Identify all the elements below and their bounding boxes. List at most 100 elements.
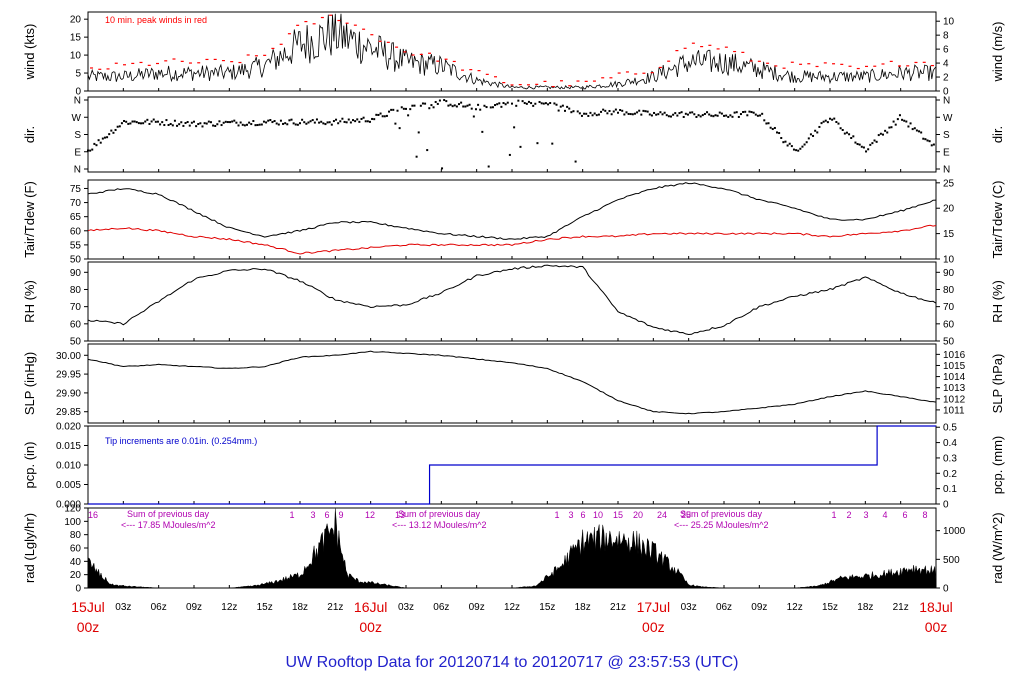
- direction-point: [322, 122, 325, 125]
- direction-point: [680, 111, 683, 114]
- direction-point: [805, 141, 808, 144]
- direction-point: [602, 108, 605, 111]
- direction-point: [443, 99, 446, 102]
- direction-point: [608, 109, 611, 112]
- direction-point: [89, 149, 92, 152]
- rh-ytick-label-right: 60: [943, 319, 955, 330]
- direction-point: [343, 120, 346, 123]
- direction-point: [381, 115, 384, 118]
- direction-point: [786, 144, 789, 147]
- rad-hour-label: 16: [88, 510, 98, 520]
- direction-point: [445, 100, 448, 103]
- rad-sum-value: <--- 17.85 MJoules/m^2: [121, 520, 216, 530]
- wind-ytick-label-right: 2: [943, 73, 949, 84]
- direction-point: [896, 118, 899, 121]
- direction-point: [699, 115, 702, 118]
- direction-point: [390, 108, 393, 111]
- direction-point: [655, 113, 658, 116]
- rad-hour-label: 4: [882, 510, 887, 520]
- direction-point: [434, 100, 437, 103]
- direction-point: [112, 131, 115, 134]
- direction-point: [415, 155, 418, 158]
- rad-ytick-label-left: 60: [70, 544, 82, 555]
- slp-ytick-label-right: 1015: [943, 361, 966, 372]
- direction-point: [258, 123, 261, 126]
- direction-point: [125, 120, 128, 123]
- direction-point: [841, 128, 844, 131]
- direction-point: [402, 107, 405, 110]
- direction-point: [604, 109, 607, 112]
- direction-point: [152, 118, 155, 121]
- temp-ytick-label-right: 25: [943, 178, 955, 189]
- rh-ylabel-left: RH (%): [22, 280, 37, 323]
- slp-ytick-label-left: 29.95: [56, 370, 81, 381]
- direction-point: [854, 141, 857, 144]
- slp-ytick-label-right: 1013: [943, 383, 966, 394]
- direction-point: [366, 120, 369, 123]
- rh-ytick-label-left: 70: [70, 302, 82, 313]
- direction-point: [593, 112, 596, 115]
- rad-hour-label: 13: [395, 510, 405, 520]
- direction-point: [93, 142, 96, 145]
- temp-ytick-label-left: 70: [70, 198, 82, 209]
- direction-point: [396, 109, 399, 112]
- direction-point: [678, 112, 681, 115]
- x-hour-label: 09z: [186, 602, 202, 613]
- direction-point: [324, 123, 327, 126]
- direction-point: [822, 120, 825, 123]
- rh-ytick-label-right: 90: [943, 268, 955, 279]
- direction-point: [137, 122, 140, 125]
- rad-hour-label: 2: [846, 510, 851, 520]
- direction-point: [362, 116, 365, 119]
- direction-point: [375, 113, 378, 116]
- direction-point: [303, 121, 306, 124]
- direction-point: [803, 143, 806, 146]
- direction-point: [394, 122, 397, 125]
- direction-point: [193, 120, 195, 123]
- direction-point: [712, 115, 715, 118]
- wind-speed-line: [87, 13, 937, 90]
- direction-point: [313, 121, 316, 124]
- direction-point: [409, 108, 412, 111]
- direction-point: [489, 106, 492, 109]
- direction-point: [583, 112, 586, 115]
- direction-point: [915, 129, 918, 132]
- direction-point: [761, 112, 764, 115]
- direction-point: [907, 125, 910, 128]
- direction-point: [273, 120, 276, 123]
- direction-point: [547, 103, 550, 106]
- direction-point: [882, 133, 884, 136]
- rh-ylabel-right: RH (%): [990, 280, 1005, 323]
- direction-point: [612, 110, 615, 113]
- direction-point: [848, 133, 851, 136]
- rad-sum-label: Sum of previous day: [398, 509, 481, 519]
- direction-point: [243, 124, 246, 127]
- panel-wind: wind (kts) wind (m/s) 0 5 10 15 20 0 2 4 6 8 10 10 mi…: [22, 11, 1005, 98]
- temp-ytick-label-right: 15: [943, 229, 955, 240]
- figure-title: UW Rooftop Data for 20120714 to 20120717…: [286, 654, 739, 671]
- direction-point: [733, 111, 736, 114]
- x-hour-label: 12z: [787, 602, 803, 613]
- direction-point: [676, 114, 679, 117]
- direction-point: [739, 113, 742, 116]
- direction-point: [877, 134, 880, 137]
- wind-peak-marks: [90, 14, 934, 88]
- direction-point: [419, 104, 422, 107]
- rad-ytick-label-left: 20: [70, 570, 82, 581]
- direction-point: [114, 128, 117, 131]
- direction-point: [625, 111, 628, 114]
- direction-point: [515, 104, 518, 107]
- direction-point: [441, 167, 444, 170]
- direction-point: [833, 117, 836, 120]
- direction-point: [661, 113, 664, 116]
- x-hour-label: 03z: [115, 602, 131, 613]
- direction-point: [574, 160, 577, 163]
- x-date-time-label: 00z: [359, 619, 382, 635]
- direction-point: [127, 122, 130, 125]
- direction-point: [432, 106, 435, 109]
- direction-point: [470, 107, 473, 110]
- direction-point: [216, 123, 219, 126]
- direction-point: [858, 143, 861, 146]
- direction-point: [426, 149, 429, 152]
- direction-point: [118, 125, 121, 128]
